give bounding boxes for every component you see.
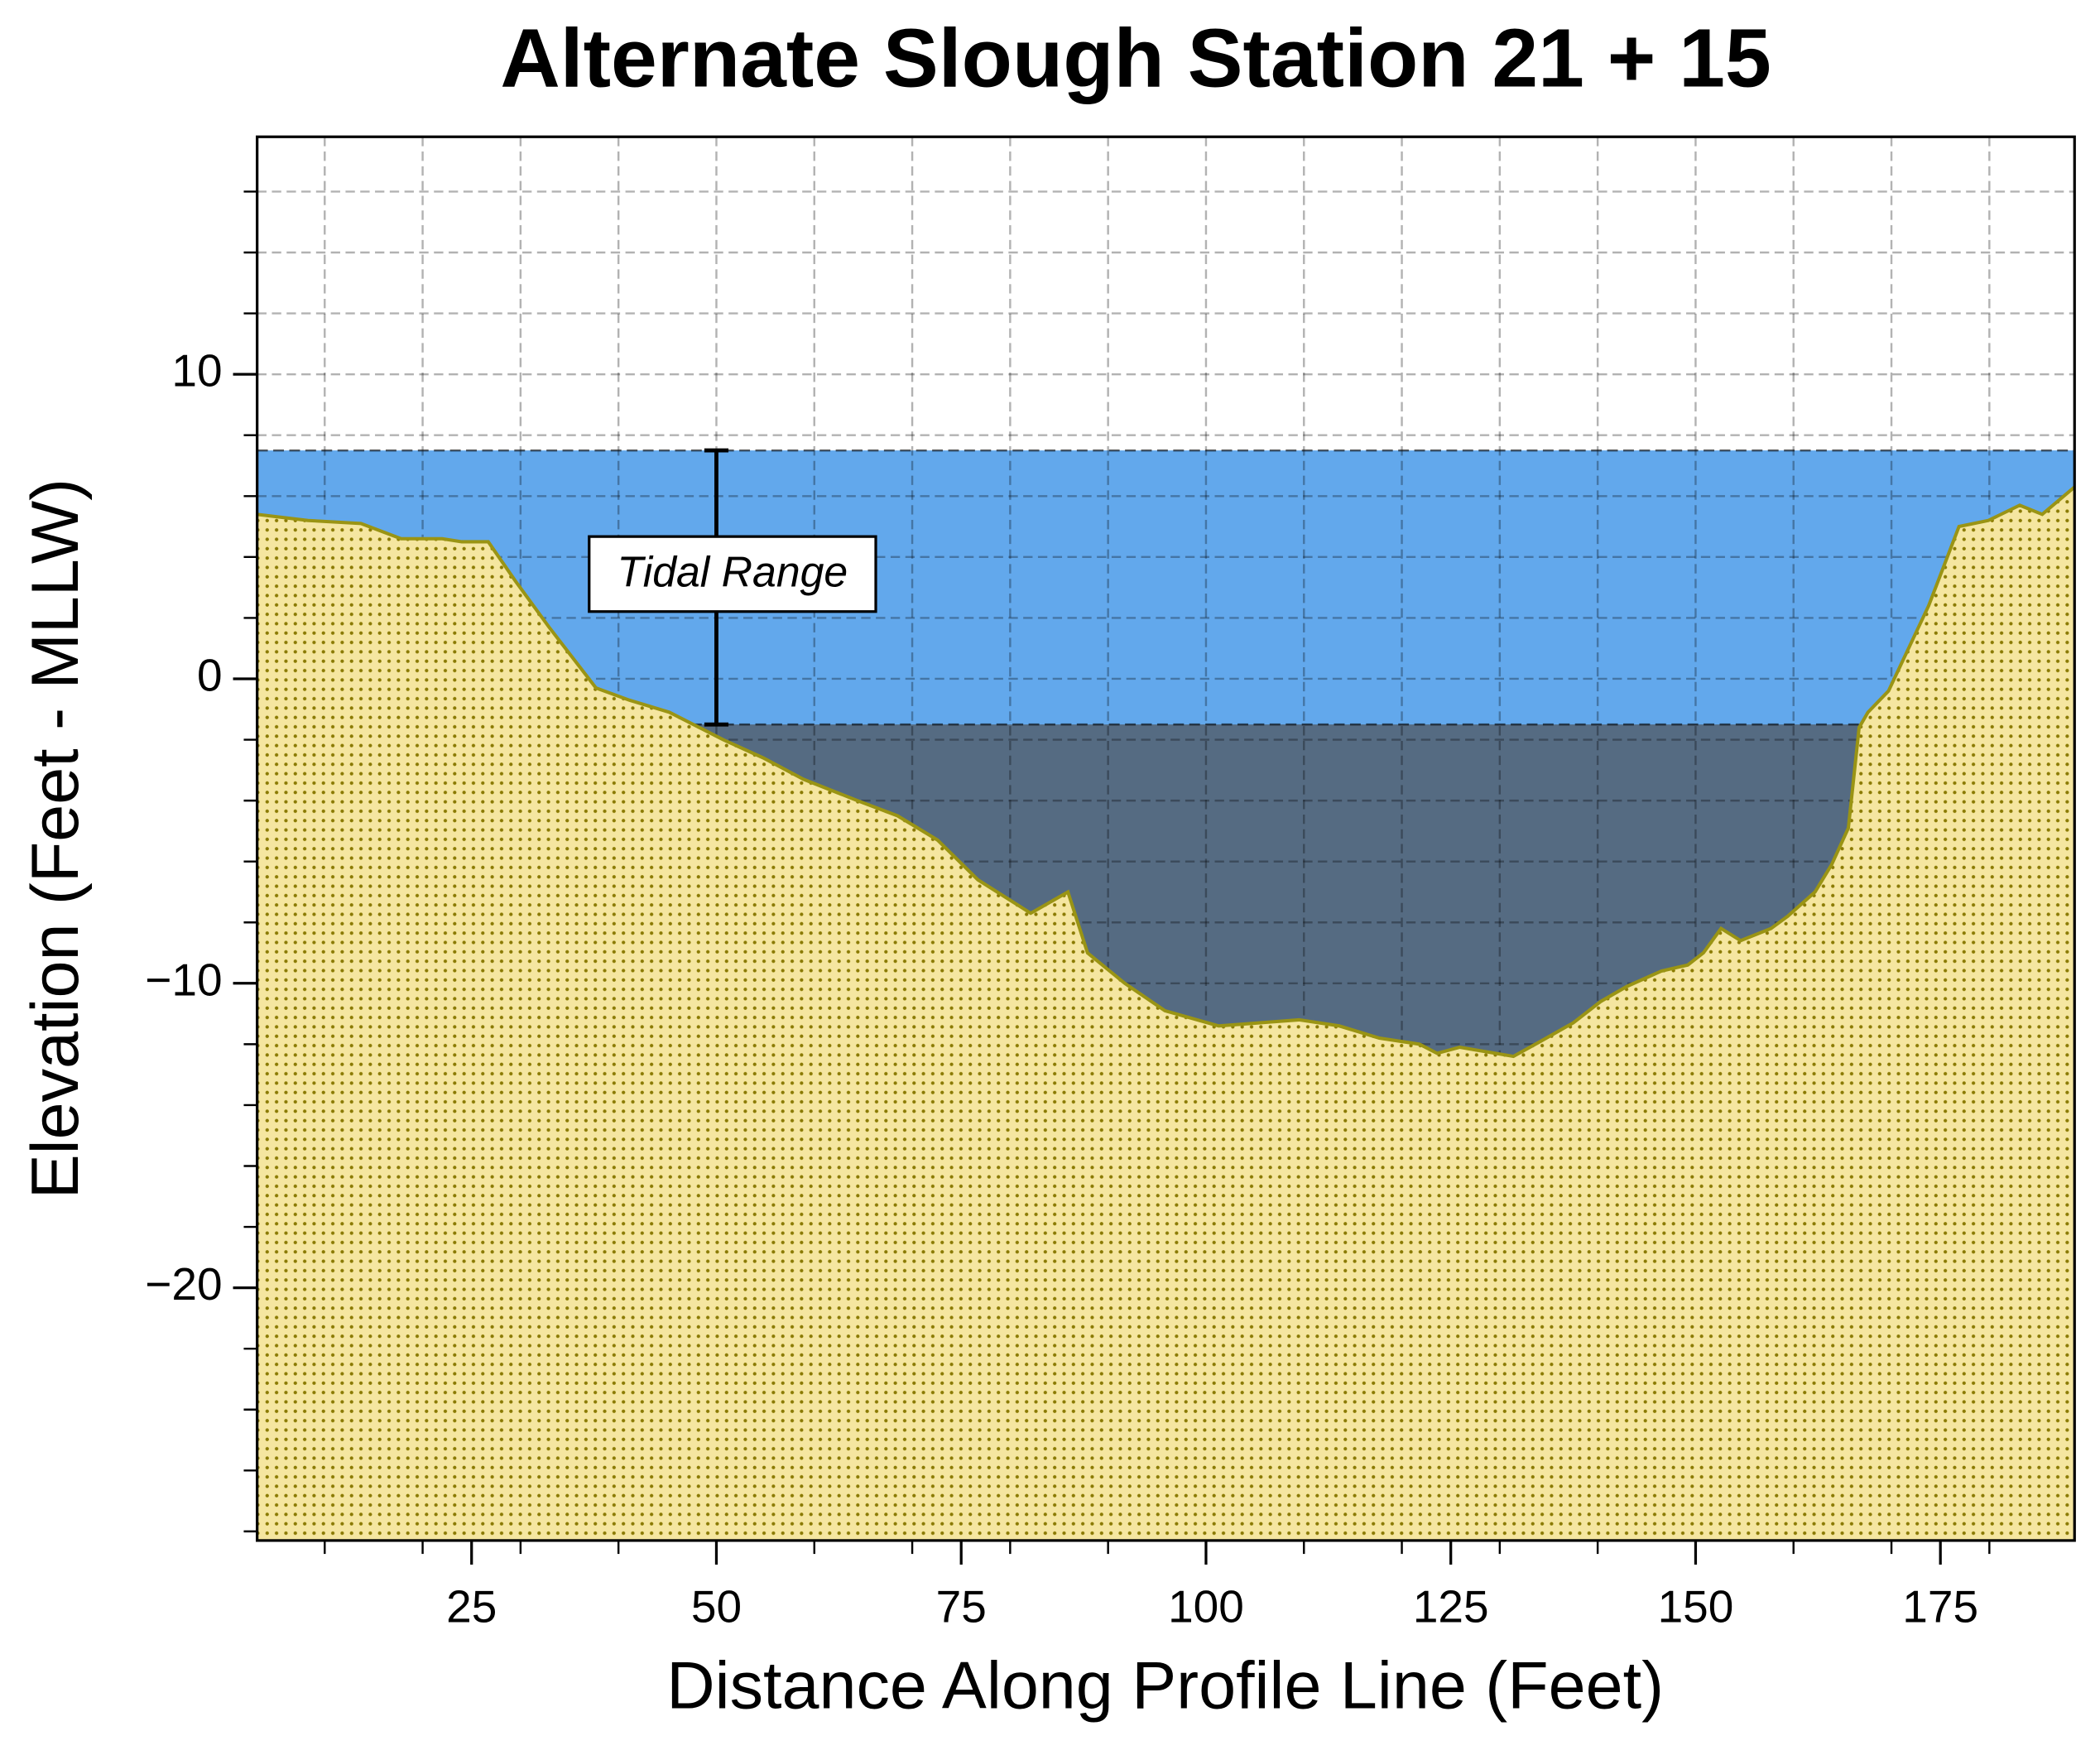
annotation-box [588, 535, 877, 613]
x-tick-label: 100 [1168, 1581, 1244, 1632]
y-tick-label: 10 [171, 345, 222, 397]
x-tick-label: 125 [1413, 1581, 1489, 1632]
x-tick-label: 75 [936, 1581, 987, 1632]
plot-area [257, 137, 2075, 1541]
y-axis-label: Elevation (Feet - MLLW) [18, 478, 93, 1199]
annotation: Tidal Range [618, 548, 848, 596]
x-tick-label: 25 [446, 1581, 497, 1632]
ground-fill [257, 487, 2075, 1541]
y-tick-label: 0 [197, 650, 223, 701]
x-tick-label: 175 [1902, 1581, 1978, 1632]
plot-frame [256, 135, 2076, 1542]
chart-title: Alternate Slough Station 21 + 15 [500, 12, 1771, 104]
y-tick-label: −20 [145, 1258, 222, 1310]
x-axis-label: Distance Along Profile Line (Feet) [666, 1648, 1664, 1723]
y-tick-label: −10 [145, 954, 222, 1005]
overlay: Tidal Range 25 50 75 100 125 150 175 −20 −10 0 10 [145, 135, 2076, 1632]
ground-line [257, 485, 2075, 1059]
x-tick-label: 50 [691, 1581, 742, 1632]
x-tick-label: 150 [1658, 1581, 1734, 1632]
